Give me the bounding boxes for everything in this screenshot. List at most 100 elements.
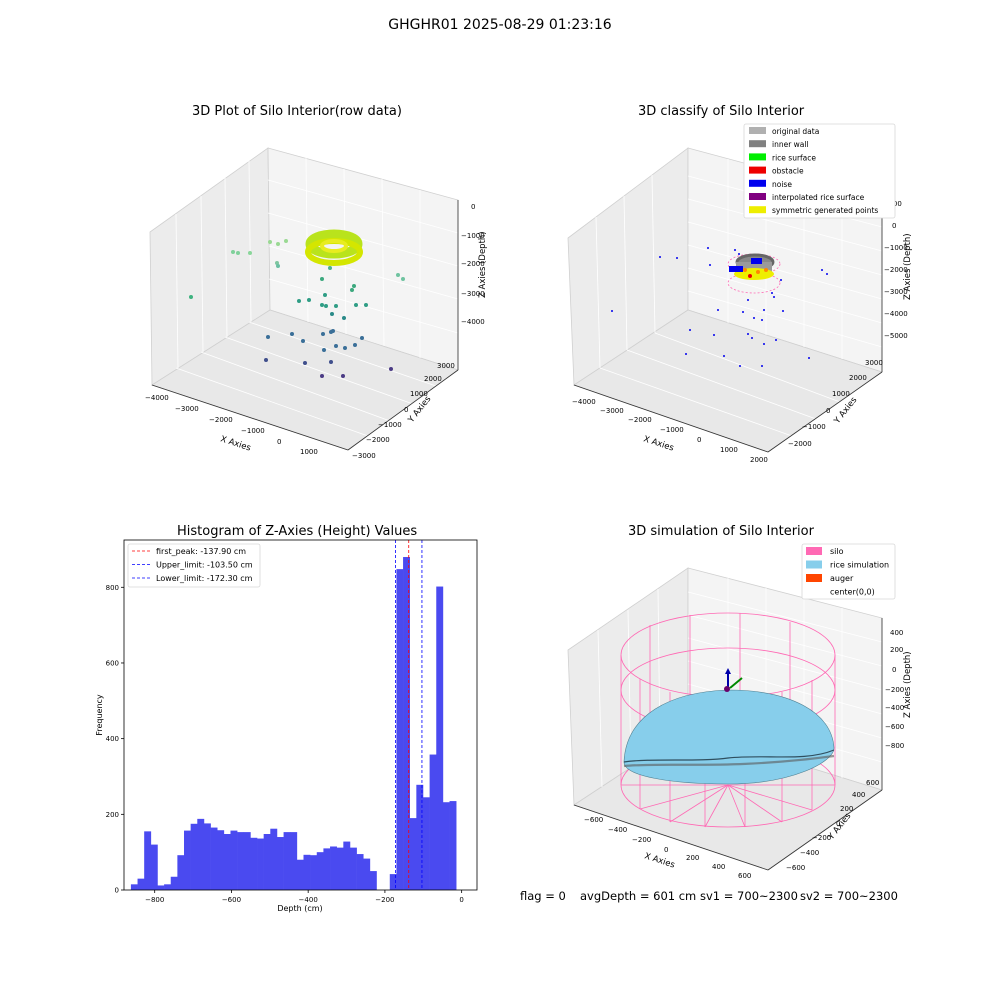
classify-3d-legend	[743, 123, 896, 219]
histogram-bar	[210, 827, 218, 890]
sim-3d-ytick: 600	[866, 779, 879, 787]
y-tick-label: 600	[106, 659, 119, 667]
legend-label: silo	[830, 547, 844, 556]
histogram-bar	[203, 823, 211, 890]
legend-swatch	[806, 560, 822, 569]
sim-3d-ztick: 0	[892, 666, 896, 674]
histogram-bar	[316, 852, 324, 890]
raw-3d-xlabel: X Axies	[219, 434, 252, 453]
legend-swatch	[749, 140, 766, 148]
y-tick-label: 400	[106, 735, 119, 743]
raw-3d-xtick: −1000	[241, 427, 265, 435]
sim-3d-title: 3D simulation of Silo Interior	[628, 524, 814, 539]
classify-3d-ztick: −4000	[884, 310, 908, 318]
raw-3d-ytick: −1000	[378, 421, 402, 429]
legend-label: rice simulation	[830, 561, 889, 570]
sim-3d-ztick: −400	[885, 704, 904, 712]
x-tick-label: 0	[459, 896, 463, 904]
histogram-title: Histogram of Z-Axies (Height) Values	[177, 524, 418, 539]
sv1-text: sv1 = 700~2300	[700, 889, 798, 903]
raw-3d-rice-ring	[305, 229, 363, 266]
histogram-bar	[296, 859, 304, 890]
histogram-bar	[442, 802, 450, 890]
sim-3d-xtick: 200	[686, 854, 699, 862]
raw-3d-ytick: 1000	[410, 390, 428, 398]
sim-3d-xlabel: X Axies	[643, 851, 676, 870]
y-tick-label: 0	[115, 887, 119, 895]
histogram-bar	[303, 854, 311, 890]
sim-3d-xtick: 400	[712, 863, 725, 871]
legend-swatch	[749, 193, 766, 200]
histogram-bar	[190, 823, 198, 890]
sim-3d-ytick: −200	[812, 834, 831, 842]
legend-swatch	[749, 179, 766, 187]
classify-3d-xtick: 0	[697, 436, 701, 444]
classify-3d-xtick: −3000	[600, 407, 624, 415]
histogram-bar	[349, 847, 357, 890]
histogram-bar	[270, 828, 278, 890]
classify-3d-xtick: 2000	[750, 456, 768, 464]
sim-3d-ztick: −600	[885, 723, 904, 731]
histogram-bar	[223, 834, 231, 890]
sim-3d-auger	[724, 668, 743, 692]
sim-3d-ztick: 400	[890, 629, 903, 637]
histogram-bar	[217, 830, 225, 890]
histogram-bar	[396, 569, 404, 890]
histogram-bar	[323, 848, 331, 890]
classify-3d-xlabel: X Axies	[642, 434, 675, 453]
legend-label: rice surface	[772, 153, 816, 162]
histogram-bar	[436, 586, 444, 890]
raw-3d-ztick: −4000	[461, 318, 485, 326]
histogram-bar	[283, 832, 291, 890]
legend-swatch	[749, 127, 766, 134]
x-tick-label: −200	[375, 896, 394, 904]
histogram-bar	[170, 876, 178, 890]
raw-3d-ztick: 0	[471, 203, 475, 211]
histogram-bar	[290, 832, 298, 890]
y-tick-label: 200	[106, 811, 119, 819]
histogram-bar	[257, 838, 264, 890]
histogram-bar	[409, 818, 417, 890]
classify-3d-ytick: −1000	[802, 423, 826, 431]
raw-3d-ytick: −2000	[366, 436, 390, 444]
raw-3d-ytick: 2000	[424, 375, 442, 383]
histogram-bar	[343, 841, 351, 890]
legend-label: interpolated rice surface	[772, 193, 865, 202]
legend-label: original data	[772, 127, 819, 136]
classify-3d-ztick: 0	[892, 222, 896, 230]
classify-3d-xtick: 1000	[720, 446, 738, 454]
raw-3d-xtick: −2000	[209, 416, 233, 424]
classify-3d-silo-cluster	[727, 253, 781, 294]
sim-3d-xtick: 600	[738, 872, 751, 880]
raw-3d-title: 3D Plot of Silo Interior(row data)	[192, 104, 402, 119]
histogram-xlabel: Depth (cm)	[277, 904, 322, 913]
histogram-bar	[157, 885, 165, 890]
classify-3d-ytick: −2000	[788, 440, 812, 448]
raw-3d-xtick: 1000	[300, 448, 318, 456]
raw-3d-scatter-points	[189, 239, 405, 378]
classify-3d-ztick: −2000	[884, 266, 908, 274]
sim-3d-legend	[801, 543, 896, 600]
legend-label: center(0,0)	[830, 588, 875, 597]
histogram-bar	[356, 854, 364, 890]
classify-3d-xtick: −4000	[572, 398, 596, 406]
raw-3d-xtick: −4000	[145, 394, 169, 402]
sim-3d-ytick: 200	[840, 805, 853, 813]
legend-swatch	[749, 166, 766, 174]
classify-3d-xtick: −2000	[628, 416, 652, 424]
histogram-bar	[243, 832, 251, 890]
sim-3d-ytick: 400	[852, 791, 865, 799]
histogram-bar	[330, 846, 337, 890]
histogram-bar	[230, 830, 238, 890]
flag-text: flag = 0	[520, 889, 566, 903]
sim-3d-plot: −600 −400 −200 0 200 400 600 −600 −400 −…	[567, 543, 913, 880]
sim-3d-ytick: 0	[836, 820, 840, 828]
classify-3d-zlabel: Z Axies (Depth)	[903, 233, 913, 300]
legend-label: first_peak: -137.90 cm	[156, 547, 246, 556]
legend-swatch	[749, 206, 766, 214]
histogram-bar	[276, 837, 284, 890]
histogram-bar	[449, 801, 457, 890]
histogram-plot: −800 −600 −400 −200 0 0 200 400 600 800 Depth (c…	[95, 539, 478, 913]
sim-3d-xtick: 0	[664, 846, 668, 854]
raw-3d-ytick: 0	[404, 406, 408, 414]
